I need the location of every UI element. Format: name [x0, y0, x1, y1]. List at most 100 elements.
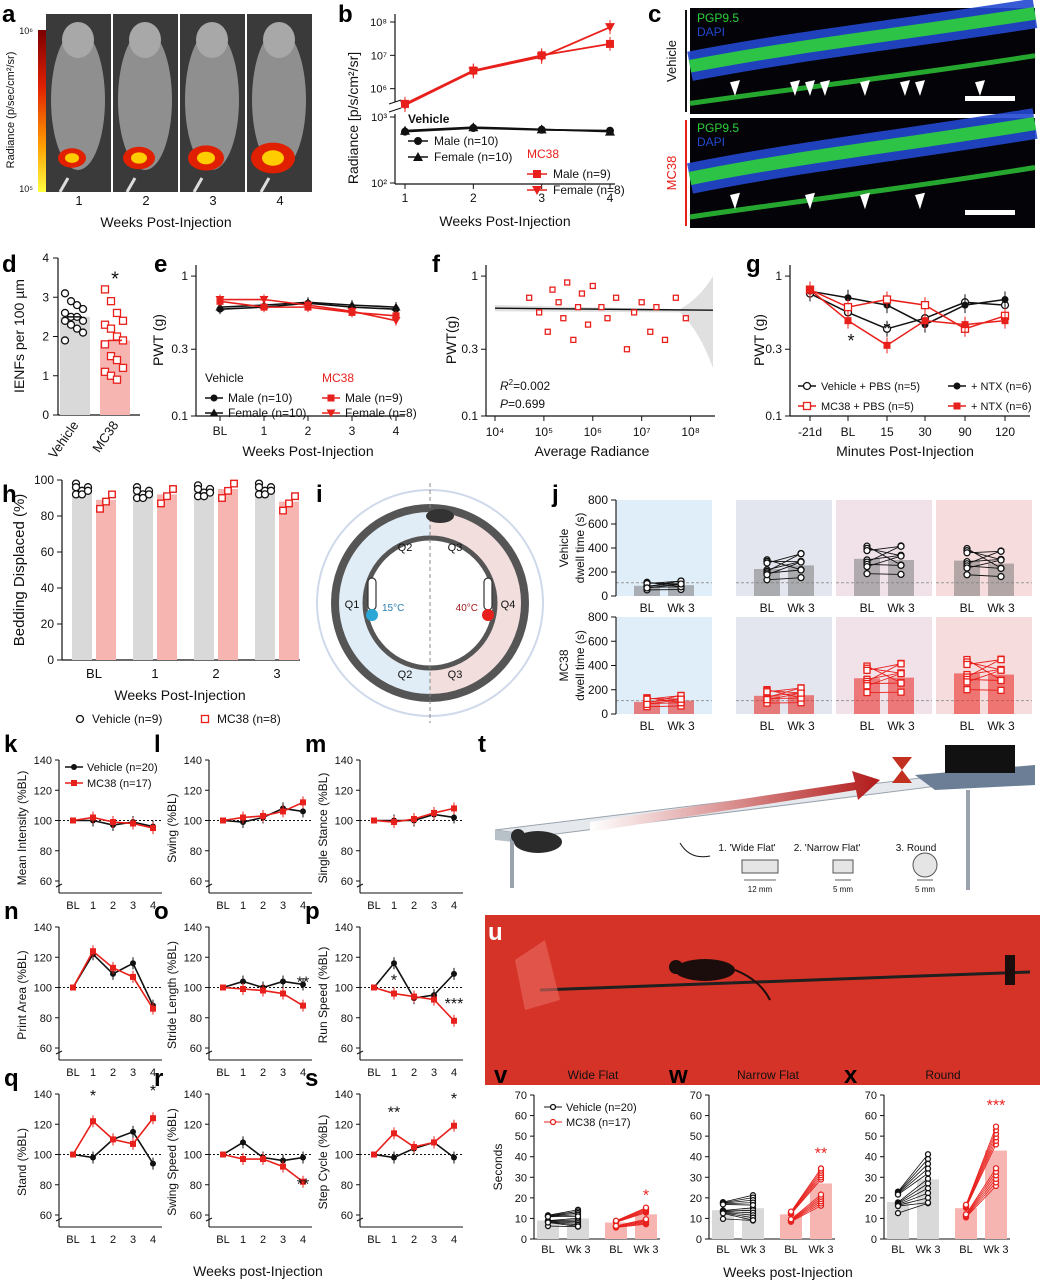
x-tick-label: 3 [538, 191, 545, 205]
data-point [579, 291, 584, 296]
data-point [70, 1152, 76, 1158]
bar [985, 1151, 1007, 1239]
significance-marker: *** [987, 1098, 1006, 1115]
legend-vehicle: Vehicle (n=9) [92, 712, 162, 726]
y-tick-label: 10² [371, 178, 387, 190]
beam-profile-round [913, 853, 937, 877]
ylabel-p: Run Speed (%BL) [316, 947, 330, 1044]
data-point [260, 988, 266, 994]
x-tick-label: 1 [151, 666, 158, 681]
y-tick-label: 140 [335, 755, 353, 767]
ylabel-k: Mean Intensity (%BL) [15, 771, 29, 886]
panel-t: 1. 'Wide Flat'2. 'Narrow Flat'3. Round12… [495, 745, 1035, 894]
data-point [451, 1123, 457, 1129]
data-point [102, 341, 109, 348]
x-tick-label: BL [760, 601, 775, 615]
data-point [80, 317, 87, 324]
y-tick-label: 30 [865, 1172, 877, 1184]
stain-label-pgp: PGP9.5 [697, 121, 739, 135]
data-point [431, 1139, 437, 1145]
y-tick-label: 1 [471, 269, 478, 283]
y-tick-label: 120 [34, 785, 52, 797]
data-point [764, 689, 770, 695]
data-point [998, 657, 1004, 663]
data-point [751, 1203, 756, 1208]
x-tick-label: BL [960, 601, 975, 615]
quadrant-background [616, 500, 712, 596]
data-point [898, 543, 904, 549]
data-point [556, 300, 561, 305]
y-tick-label: 60 [40, 1210, 52, 1222]
data-point [62, 290, 69, 297]
y-tick-label: 10 [515, 1213, 527, 1225]
x-tick-label: 2 [110, 1234, 116, 1246]
panel-label-l: l [154, 731, 161, 758]
x-tick-label: 1 [240, 1067, 246, 1079]
y-tick-label: 70 [515, 1090, 527, 1102]
data-point [964, 572, 970, 578]
paired-line-vehicle [723, 1204, 753, 1205]
bar-vehicle [194, 491, 214, 660]
y-tick-label: 100 [34, 1150, 52, 1162]
data-point [451, 1018, 457, 1024]
panel-h-ylabel: Bedding Displaced (%) [11, 494, 28, 647]
x-tick-label: 4 [393, 424, 400, 438]
data-point [110, 965, 116, 971]
data-point [898, 661, 904, 667]
y-tick-label: 0.3 [765, 342, 782, 356]
goal-box [945, 745, 1015, 773]
y-tick-label: 70 [865, 1090, 877, 1102]
x-tick-label: BL [716, 1244, 729, 1256]
data-point [130, 1129, 136, 1135]
x-tick-label: 3 [349, 424, 356, 438]
x-tick-label: BL [960, 719, 975, 733]
y-tick-label: 100 [34, 983, 52, 995]
y-tick-label: 140 [335, 1089, 353, 1101]
x-tick-label: BL [784, 1244, 797, 1256]
series-line [810, 290, 1005, 346]
x-tick-label: BL [841, 425, 856, 439]
legend-marker [551, 1120, 556, 1125]
data-point [590, 283, 595, 288]
data-point [605, 316, 610, 321]
y-tick-label: 140 [184, 755, 202, 767]
y-tick-label: 140 [335, 922, 353, 934]
data-point [134, 487, 141, 494]
y-tick-label: 120 [184, 1119, 202, 1131]
data-point [103, 498, 109, 504]
tumor-signal-core [131, 152, 147, 163]
x-tick-label: 3 [273, 666, 280, 681]
y-tick-label: 0.3 [461, 342, 478, 356]
x-tick-label: BL [213, 424, 228, 438]
x-tick-label: BL [609, 1244, 622, 1256]
bar-mc38 [157, 494, 177, 660]
x-tick-label: 1 [240, 900, 246, 912]
panel-label-g: g [746, 251, 761, 278]
y-tick-label: 4 [42, 251, 49, 265]
y-tick-label: 60 [515, 1111, 527, 1123]
data-point [798, 575, 804, 581]
legend-entry-1: Female (n=10) [434, 150, 512, 164]
x-tick-label: 3 [431, 1234, 437, 1246]
r-symbol: R [500, 379, 509, 393]
series-mc38 [70, 1112, 156, 1157]
data-point [614, 295, 619, 300]
x-tick-label: Wk 3 [740, 1244, 765, 1256]
data-point [240, 1156, 246, 1162]
y-tick-label: 120 [184, 952, 202, 964]
x-tick-label: 90 [958, 425, 972, 439]
panel-label-m: m [305, 731, 326, 758]
y-tick-label: 0.1 [765, 409, 782, 423]
x-tick-label: 1 [90, 1234, 96, 1246]
data-point [164, 493, 170, 499]
y-tick-label: 1 [775, 269, 782, 283]
tumor-signal-core [262, 150, 284, 165]
data-point [926, 1200, 931, 1205]
panel-g-ylabel: PWT (g) [751, 314, 767, 366]
x-tick-label: 3 [130, 1067, 136, 1079]
